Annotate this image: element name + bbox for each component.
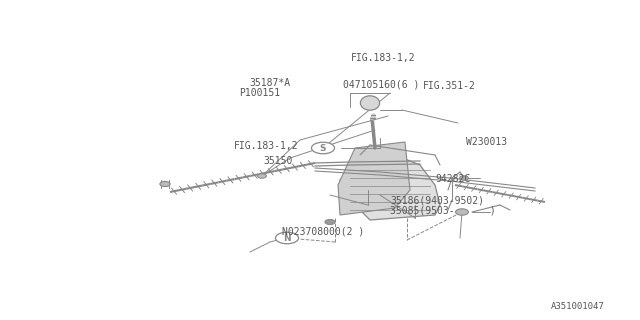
Circle shape <box>312 142 335 154</box>
Text: S: S <box>320 143 326 153</box>
Text: 047105160(6 ): 047105160(6 ) <box>343 79 419 89</box>
Text: 94282C: 94282C <box>435 174 470 184</box>
Text: P100151: P100151 <box>239 88 280 98</box>
Circle shape <box>460 176 468 180</box>
Text: FIG.183-1,2: FIG.183-1,2 <box>351 52 415 63</box>
Circle shape <box>456 209 468 215</box>
Text: 35150: 35150 <box>264 156 293 166</box>
Text: A351001047: A351001047 <box>550 302 604 311</box>
Text: W230013: W230013 <box>466 137 507 147</box>
Text: 35186(9403-9502): 35186(9403-9502) <box>390 195 484 205</box>
Text: N: N <box>283 234 291 243</box>
Text: FIG.351-2: FIG.351-2 <box>422 81 476 92</box>
Circle shape <box>325 220 335 225</box>
Circle shape <box>275 232 298 244</box>
Polygon shape <box>340 155 440 220</box>
Text: N023708000(2 ): N023708000(2 ) <box>282 226 364 236</box>
Circle shape <box>257 174 266 178</box>
Ellipse shape <box>360 96 380 110</box>
Text: 35187*A: 35187*A <box>250 78 291 88</box>
Circle shape <box>160 181 170 187</box>
Text: 35085(9503-      ): 35085(9503- ) <box>390 205 496 216</box>
Text: FIG.183-1,2: FIG.183-1,2 <box>234 140 298 151</box>
Polygon shape <box>338 142 410 215</box>
